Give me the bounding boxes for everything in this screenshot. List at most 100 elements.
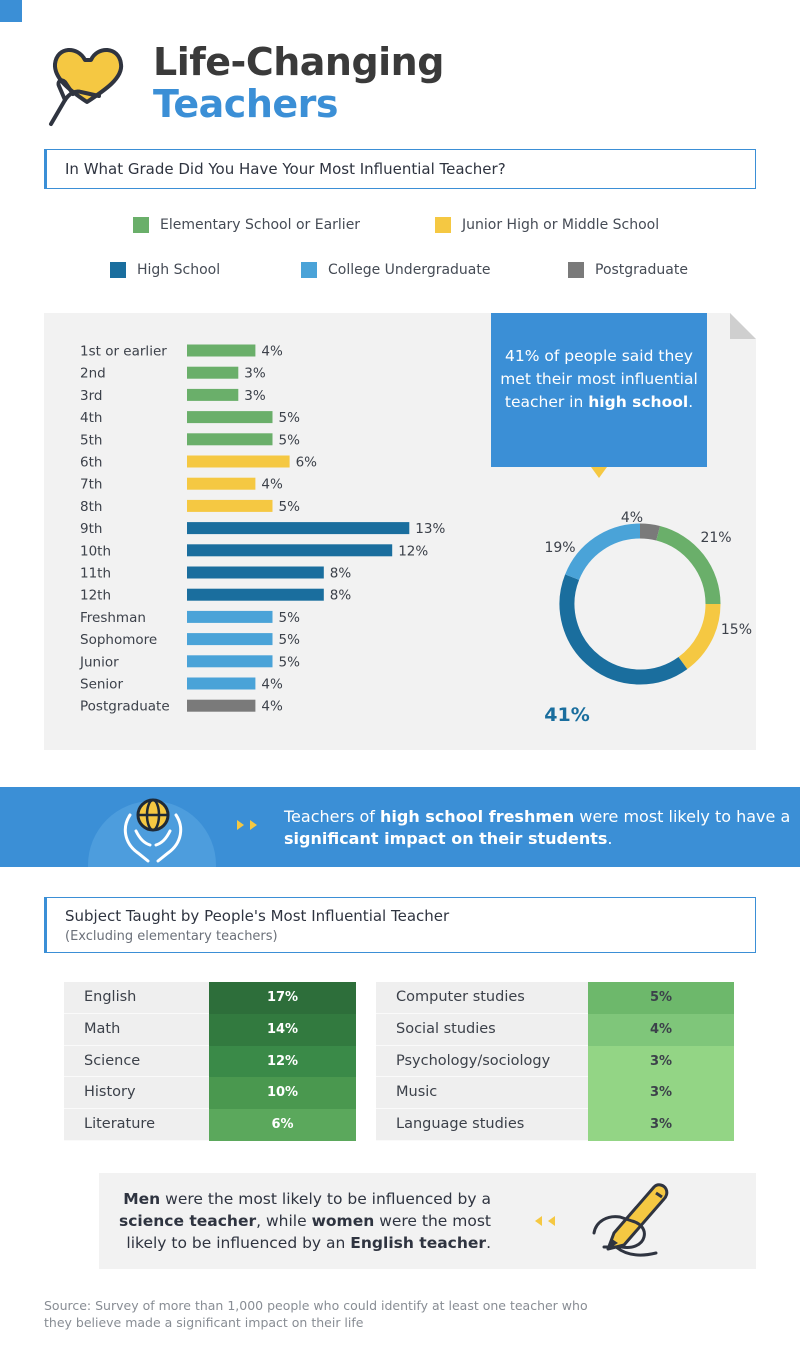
donut-value-label: 21% — [700, 530, 731, 546]
table-row: Literature 6% — [64, 1109, 356, 1141]
table-row: History 10% — [64, 1077, 356, 1110]
subject-subnote: (Excluding elementary teachers) — [65, 929, 278, 944]
bar-value-label: 3% — [244, 366, 266, 382]
grade-donut-chart: 4% 21% 15% 41% 19% — [544, 510, 752, 726]
donut-slice — [678, 603, 721, 670]
banner-text-2: were most likely to have a — [579, 807, 791, 826]
bar-value-label: 4% — [261, 477, 283, 493]
bar-value-label: 6% — [296, 455, 318, 471]
subject-name: Music — [376, 1077, 588, 1110]
legend-item-junior-high: Junior High or Middle School — [435, 217, 659, 233]
subject-name: Literature — [64, 1109, 209, 1141]
table-row: Computer studies 5% — [376, 982, 734, 1014]
subject-name: Math — [64, 1013, 209, 1046]
bar-value-label: 12% — [398, 543, 428, 559]
bar-value-label: 5% — [279, 432, 301, 448]
bar — [187, 388, 239, 401]
globe-hands-icon — [123, 798, 183, 863]
bar — [187, 544, 393, 557]
gender-text-4: . — [486, 1234, 491, 1252]
table-row: Social studies 4% — [376, 1013, 734, 1046]
subject-question-header: Subject Taught by People's Most Influent… — [44, 897, 756, 953]
legend-item-elementary: Elementary School or Earlier — [133, 217, 360, 233]
bar-category-label: Postgraduate — [80, 699, 170, 715]
bar-value-label: 13% — [415, 521, 445, 537]
bar — [187, 477, 256, 490]
gender-bold-science: science teacher — [118, 1212, 257, 1230]
donut-value-label: 41% — [544, 704, 589, 726]
bar-category-label: 4th — [80, 410, 102, 426]
bar-category-label: 1st or earlier — [80, 344, 167, 360]
bar-value-label: 8% — [330, 588, 352, 604]
bar-category-label: Senior — [80, 677, 123, 693]
legend-swatch-junior-high — [435, 217, 451, 233]
subject-name: Social studies — [376, 1013, 588, 1046]
subject-value: 12% — [209, 1045, 356, 1078]
bar-value-label: 8% — [330, 566, 352, 582]
grade-chart-panel: 1st or earlier 4% 2nd 3% 3rd 3% 4th 5% 5th 5% 6th 6… — [44, 313, 756, 750]
bar — [187, 522, 410, 535]
pencil-hand-icon — [592, 1183, 669, 1257]
legend-swatch-postgraduate — [568, 262, 584, 278]
bar — [187, 433, 273, 446]
legend-label-elementary: Elementary School or Earlier — [160, 217, 361, 233]
subject-name: Language studies — [376, 1109, 588, 1141]
legend-item-college: College Undergraduate — [301, 262, 490, 278]
bar — [187, 588, 324, 601]
banner-text-1: Teachers of — [284, 807, 375, 826]
banner-bold-2: significant impact on their students — [284, 829, 608, 848]
corner-accent — [0, 0, 22, 22]
bar-value-label: 4% — [261, 677, 283, 693]
bar-value-label: 5% — [279, 610, 301, 626]
donut-slice — [559, 574, 688, 685]
bar-category-label: Freshman — [80, 610, 146, 626]
callout-text: 41% of people said they met their most i… — [500, 347, 698, 411]
subject-table-right: Computer studies 5% Social studies 4% Ps… — [376, 982, 734, 1141]
bar — [187, 455, 290, 468]
bar — [187, 366, 239, 379]
legend-item-postgraduate: Postgraduate — [568, 262, 688, 278]
bar-category-label: 12th — [80, 588, 111, 604]
bar-value-label: 5% — [279, 654, 301, 670]
gender-bold-women: women — [311, 1212, 375, 1230]
legend-swatch-elementary — [133, 217, 149, 233]
subject-question: Subject Taught by People's Most Influent… — [65, 907, 450, 925]
bar — [187, 610, 273, 623]
legend-swatch-high-school — [110, 262, 126, 278]
bar-value-label: 4% — [261, 699, 283, 715]
subject-value: 10% — [209, 1077, 356, 1110]
donut-value-label: 19% — [544, 540, 575, 556]
subject-name: English — [64, 982, 209, 1014]
bar — [187, 344, 256, 357]
grade-question-header: In What Grade Did You Have Your Most Inf… — [44, 149, 756, 189]
bar — [187, 699, 256, 712]
page-title: Life-Changing Teachers — [45, 38, 465, 130]
bar-category-label: 10th — [80, 543, 111, 559]
subject-value: 5% — [588, 982, 734, 1014]
subject-value: 3% — [588, 1109, 734, 1141]
bar-category-label: 2nd — [80, 366, 106, 382]
bar — [187, 411, 273, 424]
subject-name: Computer studies — [376, 982, 588, 1014]
legend-swatch-college — [301, 262, 317, 278]
title-line-2: Teachers — [153, 82, 339, 126]
legend-label-college: College Undergraduate — [328, 262, 491, 278]
bar — [187, 566, 324, 579]
page-fold-corner — [730, 313, 756, 339]
subject-name: Science — [64, 1045, 209, 1078]
bar-category-label: 3rd — [80, 388, 102, 404]
subject-value: 3% — [588, 1045, 734, 1078]
heart-hand-icon — [49, 48, 124, 126]
subject-table-left: English 17% Math 14% Science 12% History… — [64, 982, 356, 1141]
bar-category-label: 6th — [80, 455, 102, 471]
subject-value: 6% — [209, 1109, 356, 1141]
bar-category-label: 11th — [80, 566, 111, 582]
double-chevron-left-icon — [535, 1216, 555, 1226]
title-line-1: Life-Changing — [153, 40, 444, 84]
legend-label-junior-high: Junior High or Middle School — [462, 217, 660, 233]
donut-value-label: 15% — [721, 622, 752, 638]
gender-text-2: , while — [256, 1212, 307, 1230]
bar-category-label: Sophomore — [80, 632, 157, 648]
bar-value-label: 3% — [244, 388, 266, 404]
subject-value: 17% — [209, 982, 356, 1014]
